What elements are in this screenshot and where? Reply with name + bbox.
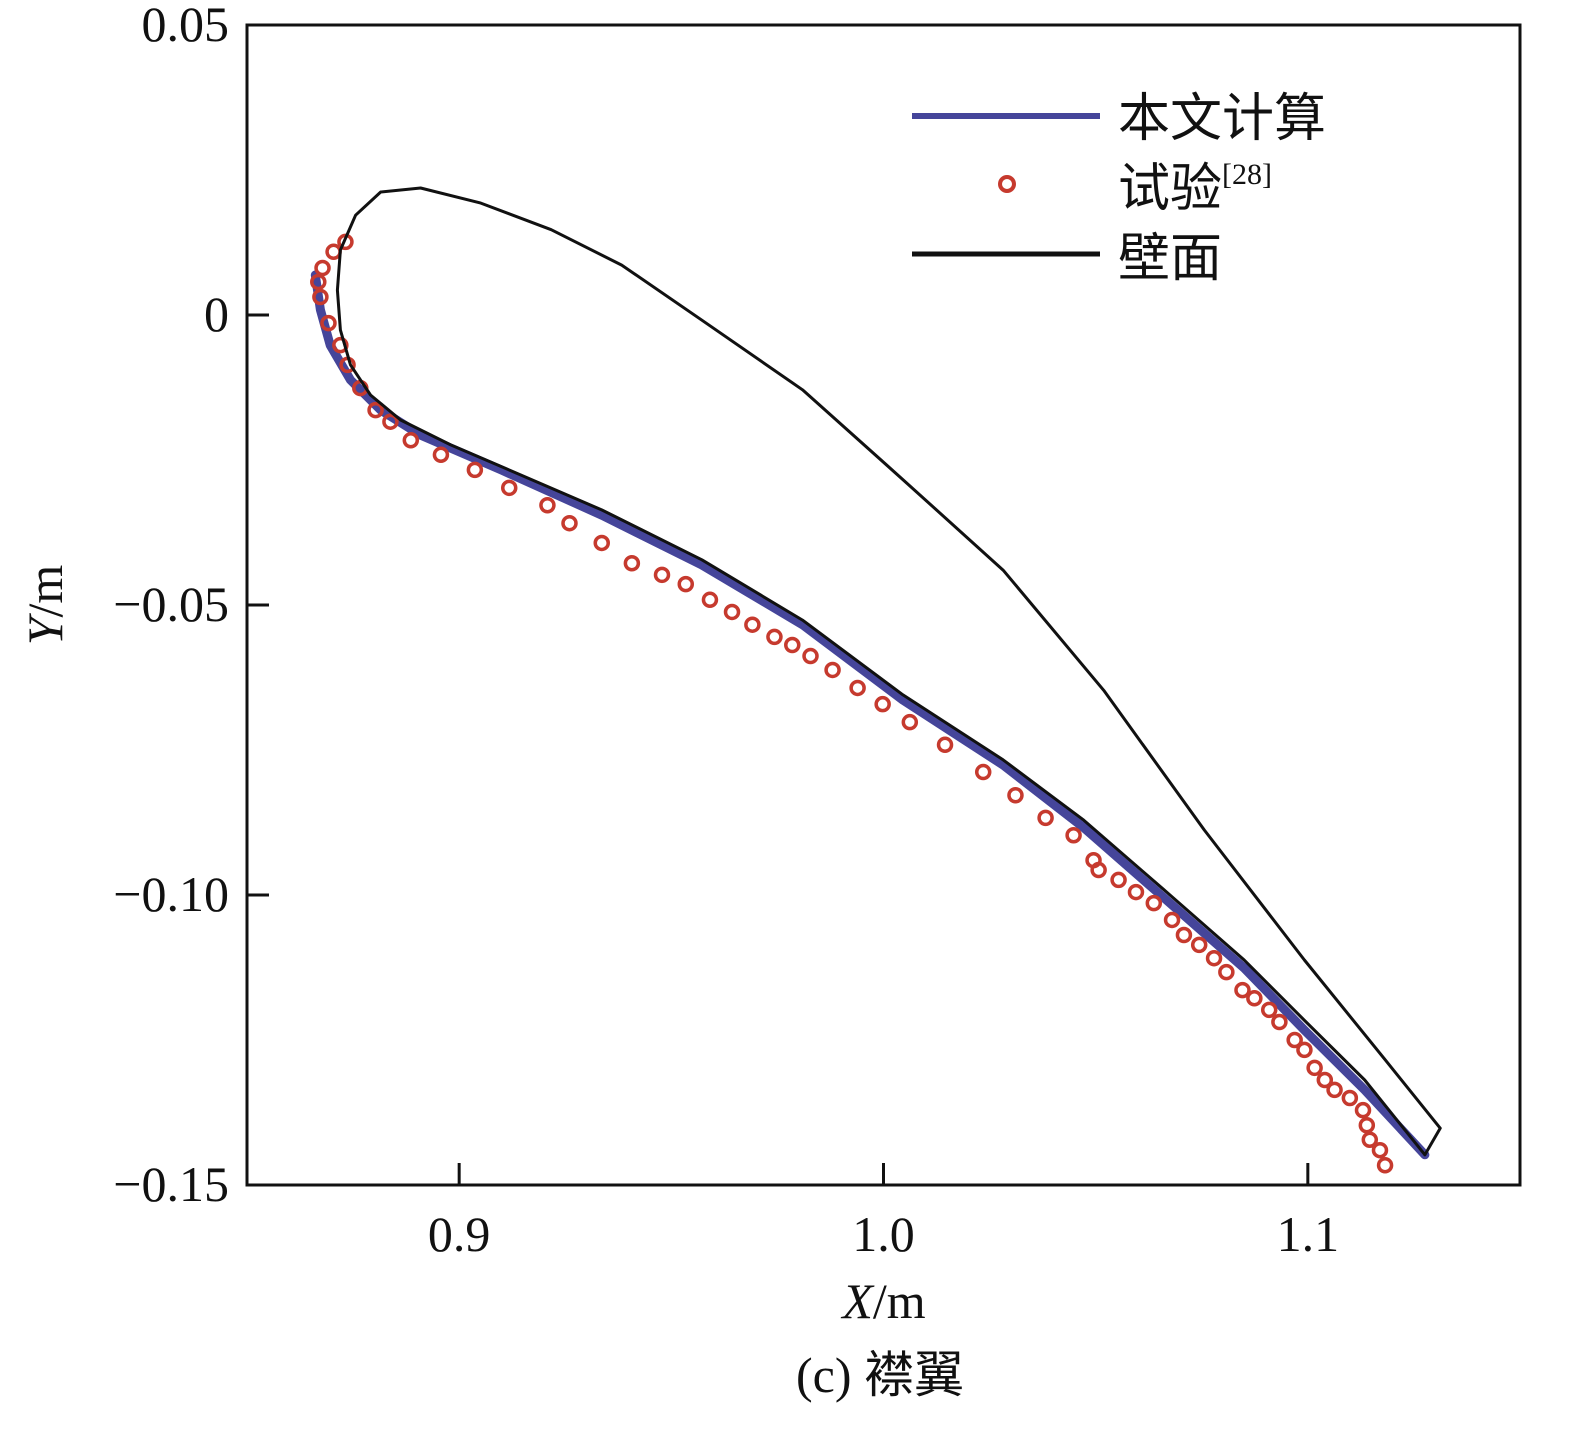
series-group: [310, 186, 1442, 1174]
experiment-point: [1218, 963, 1235, 981]
experiment-point: [561, 514, 578, 532]
x-tick-label: 1.1: [1277, 1206, 1340, 1262]
experiment-point: [1234, 981, 1251, 999]
experiment-point: [310, 273, 327, 291]
experiment-point: [539, 496, 556, 514]
experiment-point: [325, 243, 342, 261]
experiment-point: [382, 413, 399, 430]
x-axis-ticks: 0.9 1.0 1.1: [428, 1163, 1339, 1262]
experiment-point: [1296, 1041, 1313, 1059]
experiment-point: [1341, 1089, 1359, 1107]
experiment-point: [332, 336, 349, 354]
experiment-point: [1205, 949, 1223, 967]
experiment-point: [744, 616, 761, 633]
experiment-point: [1376, 1157, 1394, 1174]
experiment-point: [1190, 936, 1208, 954]
experiment-point: [936, 736, 954, 754]
experiment-point: [974, 763, 992, 781]
series-line-wall: [335, 186, 1442, 1157]
experiment-point: [1361, 1131, 1379, 1149]
experiment-point: [1163, 911, 1181, 929]
experiment-point: [367, 401, 384, 419]
experiment-point: [701, 591, 719, 609]
experiment-point: [314, 259, 331, 277]
experiment-point: [1358, 1117, 1376, 1134]
series-line-computed: [310, 270, 1430, 1160]
experiment-point: [1286, 1031, 1303, 1049]
y-tick-label: 0: [204, 286, 229, 342]
experiment-point: [1145, 894, 1163, 912]
experiment-point: [320, 314, 337, 332]
experiment-point: [874, 695, 891, 713]
y-tick-label: −0.10: [113, 866, 229, 922]
x-tick-label: 0.9: [428, 1206, 491, 1262]
experiment-point: [1090, 861, 1107, 879]
experiment-point: [1371, 1141, 1389, 1159]
experiment-point: [1260, 1001, 1278, 1019]
x-axis-label: X/m: [840, 1273, 925, 1329]
experiment-point: [1037, 809, 1054, 827]
experiment-point: [784, 636, 801, 654]
experiment-point: [802, 647, 819, 665]
experiment-point: [1127, 883, 1145, 901]
experiment-point: [824, 661, 841, 679]
experiment-point: [677, 575, 695, 593]
y-axis-ticks: 0.05 0 −0.05 −0.10 −0.15: [113, 0, 269, 1212]
experiment-point: [1306, 1059, 1323, 1077]
experiment-point: [593, 534, 610, 552]
experiment-point: [1065, 827, 1082, 844]
experiment-point: [1354, 1101, 1372, 1119]
experiment-point: [1007, 786, 1024, 804]
experiment-point: [402, 432, 420, 449]
figure-caption: (c) 襟翼: [796, 1347, 964, 1403]
experiment-point: [466, 461, 484, 479]
legend: 本文计算 试验[28] 壁面: [912, 89, 1326, 289]
legend-swatch-experiment: [998, 175, 1016, 193]
experiment-point: [849, 679, 866, 697]
x-tick-label: 1.0: [852, 1206, 915, 1262]
experiment-point: [1175, 926, 1193, 944]
legend-label-experiment: 试验[28]: [1118, 158, 1272, 219]
experiment-point: [1110, 871, 1127, 889]
experiment-point: [500, 479, 518, 497]
plot-frame: [245, 23, 1522, 1187]
experiment-point: [766, 628, 783, 646]
experiment-point: [653, 566, 671, 584]
experiment-point: [312, 288, 329, 306]
legend-label-wall: 壁面: [1118, 229, 1222, 289]
y-tick-label: −0.05: [113, 576, 229, 632]
y-tick-label: −0.15: [113, 1156, 229, 1212]
experiment-point: [1246, 989, 1263, 1007]
experiment-point: [1316, 1071, 1334, 1089]
y-axis-label: Y/m: [17, 565, 73, 646]
experiment-point: [1271, 1013, 1288, 1031]
experiment-point: [723, 603, 741, 621]
legend-label-computed: 本文计算: [1118, 89, 1326, 149]
experiment-point: [432, 446, 450, 464]
experiment-point: [1326, 1081, 1343, 1099]
experiment-point: [623, 554, 641, 572]
experiment-point: [901, 713, 919, 731]
y-tick-label: 0.05: [142, 0, 230, 52]
